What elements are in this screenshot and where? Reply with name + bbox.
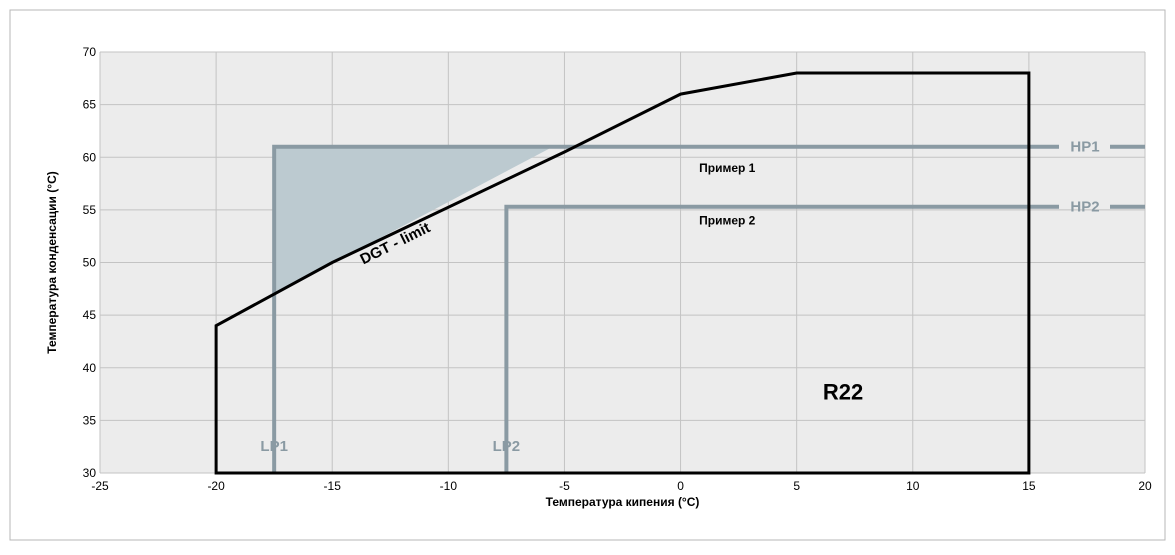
x-tick-label: -25 bbox=[91, 479, 109, 493]
x-axis-title: Температура кипения (°C) bbox=[546, 495, 700, 509]
x-tick-label: 10 bbox=[906, 479, 920, 493]
y-axis-title: Температура конденсации (°C) bbox=[45, 171, 59, 353]
operating-envelope bbox=[214, 71, 1031, 475]
envelope-group bbox=[214, 71, 1031, 475]
x-tick-label: -15 bbox=[324, 479, 342, 493]
x-tick-label: 0 bbox=[677, 479, 684, 493]
refrigerant-label: R22 bbox=[823, 379, 863, 404]
y-tick-label: 65 bbox=[83, 98, 97, 112]
y-tick-label: 45 bbox=[83, 308, 97, 322]
y-tick-label: 40 bbox=[83, 361, 97, 375]
lp1-label: LP1 bbox=[260, 438, 288, 455]
annotation-labels-group: HP1 LP1 Пример 1 HP2 LP2 Пример 2 bbox=[260, 139, 1099, 455]
y-tick-label: 60 bbox=[83, 150, 97, 164]
y-tick-label: 70 bbox=[83, 45, 97, 59]
example-lines-group bbox=[272, 144, 1145, 473]
x-tick-label: -5 bbox=[559, 479, 570, 493]
example-1-label: Пример 1 bbox=[699, 161, 756, 175]
x-tick-label: -20 bbox=[207, 479, 225, 493]
example-1-line bbox=[272, 144, 1059, 473]
y-tick-label: 55 bbox=[83, 203, 97, 217]
x-tick-label: 20 bbox=[1138, 479, 1152, 493]
lp2-label: LP2 bbox=[493, 438, 521, 455]
x-tick-label: 5 bbox=[793, 479, 800, 493]
y-tick-label: 30 bbox=[83, 466, 97, 480]
x-tick-label: -10 bbox=[440, 479, 458, 493]
shaded-region-group bbox=[274, 146, 553, 295]
example-2-label: Пример 2 bbox=[699, 213, 756, 227]
hp2-label: HP2 bbox=[1070, 199, 1099, 216]
y-tick-label: 35 bbox=[83, 413, 97, 427]
hp1-label: HP1 bbox=[1070, 139, 1099, 156]
x-tick-label: 15 bbox=[1022, 479, 1036, 493]
example-2-line bbox=[504, 204, 1059, 473]
shaded-region bbox=[274, 146, 553, 295]
y-tick-label: 50 bbox=[83, 256, 97, 270]
tick-labels-group: -25 -20 -15 -10 -5 0 5 10 15 20 30 35 40 45 50 55 60 65 70 bbox=[83, 45, 1152, 493]
